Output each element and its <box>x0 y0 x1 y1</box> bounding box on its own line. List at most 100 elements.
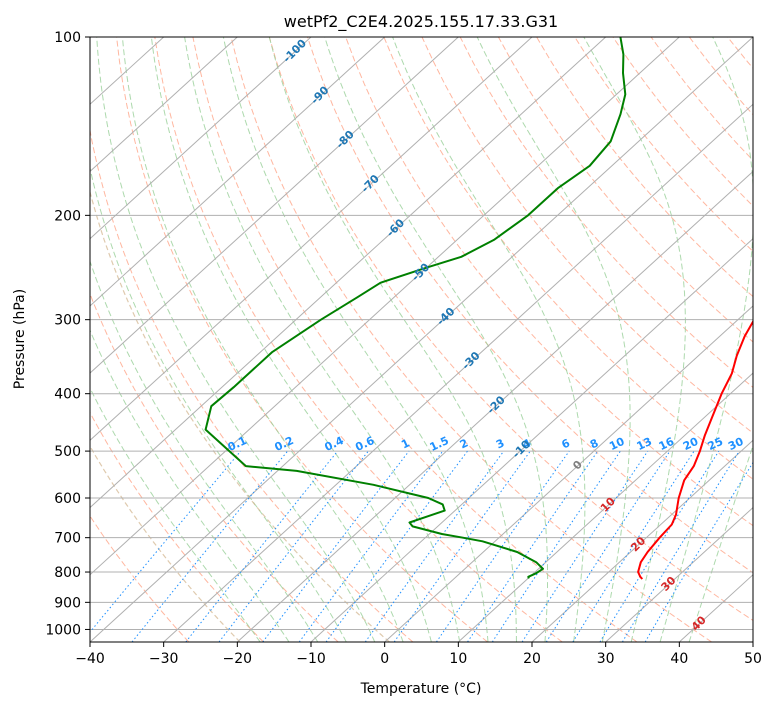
isotherm-line <box>90 37 238 173</box>
y-tick-label: 300 <box>54 313 81 329</box>
moist-adiabat <box>583 37 686 642</box>
isotherm-label: -100 <box>280 37 309 66</box>
x-tick-label: −20 <box>223 651 253 667</box>
moist-adiabat <box>392 37 586 642</box>
dewpoint-line <box>204 37 627 579</box>
y-axis-label: Pressure (hPa) <box>12 289 28 389</box>
isotherm-line <box>90 37 533 442</box>
mixing-ratio-line <box>599 450 720 642</box>
mixing-ratio-label: 10 <box>607 435 627 453</box>
mixing-ratio-line <box>185 450 338 642</box>
y-tick-label: 600 <box>54 491 81 507</box>
moist-adiabat <box>184 37 461 642</box>
y-tick-label: 800 <box>54 565 81 581</box>
isotherm-line <box>90 37 386 307</box>
y-tick-label: 500 <box>54 444 81 460</box>
mixing-ratio-line <box>521 450 649 642</box>
profile-lines <box>204 37 753 580</box>
dry-adiabat <box>688 37 753 116</box>
dry-adiabat <box>650 37 753 162</box>
y-tick-label: 700 <box>54 531 81 547</box>
line-labels: 0.1 0.2 0.4 0.6 1 1.5 2 3 4 6 8 10 13 16 20 25 30-100-90… <box>226 37 746 634</box>
mixing-ratio-line <box>545 450 671 642</box>
y-tick-label: 400 <box>54 387 81 403</box>
mixing-ratio-line <box>131 450 288 642</box>
x-tick-label: 40 <box>670 651 688 667</box>
x-axis-label: Temperature (°C) <box>360 681 482 697</box>
mixing-ratio-line <box>644 461 753 642</box>
isotherm-line <box>90 37 607 509</box>
moist-adiabat <box>659 37 753 642</box>
x-tick-label: 0 <box>380 651 389 667</box>
mixing-ratio-line <box>467 450 599 642</box>
dry-adiabat <box>192 37 638 642</box>
isotherm-line <box>310 237 753 642</box>
moist-adiabat <box>150 37 432 642</box>
dry-adiabat <box>497 37 753 343</box>
mixing-ratio-label: 16 <box>657 435 677 453</box>
isotherm-line <box>90 37 680 576</box>
isotherm-line <box>605 506 753 642</box>
extra-adiabat <box>90 445 241 642</box>
isotherm-line <box>384 305 753 642</box>
mixing-ratio-label: 25 <box>706 435 725 453</box>
mixing-ratio-label: 8 <box>588 436 600 451</box>
mixing-ratio-label: 2 <box>458 436 470 451</box>
mixing-ratio-label: 30 <box>726 435 746 453</box>
moist-adiabat <box>476 37 631 642</box>
isotherm-line <box>90 37 753 642</box>
dry-adiabat <box>766 37 775 642</box>
chart-title: wetPf2_C2E4.2025.155.17.33.G31 <box>284 12 558 32</box>
x-tick-label: −10 <box>296 651 326 667</box>
moist-adiabat <box>268 37 517 642</box>
dry-adiabat <box>307 37 753 574</box>
isotherm-line <box>236 170 753 642</box>
moist-adiabat <box>96 37 376 642</box>
y-tick-label: 100 <box>54 30 81 46</box>
y-tick-label: 200 <box>54 208 81 224</box>
dry-adiabat <box>116 37 488 642</box>
x-tick-label: −40 <box>75 651 105 667</box>
dry-adiabat <box>90 411 264 642</box>
mixing-ratio-label: 6 <box>559 436 572 451</box>
dry-adiabat <box>383 37 753 480</box>
isotherm-line <box>752 641 753 642</box>
x-tick-label: 30 <box>597 651 615 667</box>
moist-adiabat <box>121 37 404 642</box>
moist-adiabat <box>90 259 319 642</box>
dry-adiabat <box>459 37 753 389</box>
dry-adiabat <box>536 37 753 298</box>
dry-adiabat <box>90 127 414 642</box>
y-tick-label: 900 <box>54 595 81 611</box>
isotherm-line <box>531 439 753 642</box>
dry-adiabat <box>727 37 753 69</box>
moist-adiabat <box>90 387 261 642</box>
moist-adiabat <box>688 444 753 642</box>
isotherm-line <box>90 37 459 374</box>
mixing-ratio-line <box>325 450 468 642</box>
temperature-line <box>637 319 753 580</box>
x-tick-label: 20 <box>523 651 541 667</box>
mixing-ratio-label: 3 <box>494 436 506 451</box>
isotherm-line <box>90 37 312 240</box>
mixing-ratio-line <box>262 450 410 642</box>
mixing-ratio-line <box>435 450 570 642</box>
mixing-ratio-line <box>364 450 505 642</box>
x-tick-label: 50 <box>744 651 762 667</box>
x-tick-label: −30 <box>149 651 179 667</box>
mixing-ratio-line <box>491 450 621 642</box>
mixing-ratio-line <box>572 450 695 642</box>
mixing-ratio-line <box>393 450 531 642</box>
moist-adiabat <box>90 165 347 642</box>
mixing-ratio-label: 1 <box>399 436 411 451</box>
mixing-ratio-label: 13 <box>635 435 654 453</box>
dry-adiabat <box>268 37 753 622</box>
moist-adiabat <box>90 328 290 642</box>
dry-adiabat <box>90 292 339 642</box>
mixing-ratio-line <box>621 450 740 642</box>
moist-adiabat <box>324 37 549 642</box>
isotherm-line <box>457 372 753 642</box>
x-tick-label: 10 <box>449 651 467 667</box>
